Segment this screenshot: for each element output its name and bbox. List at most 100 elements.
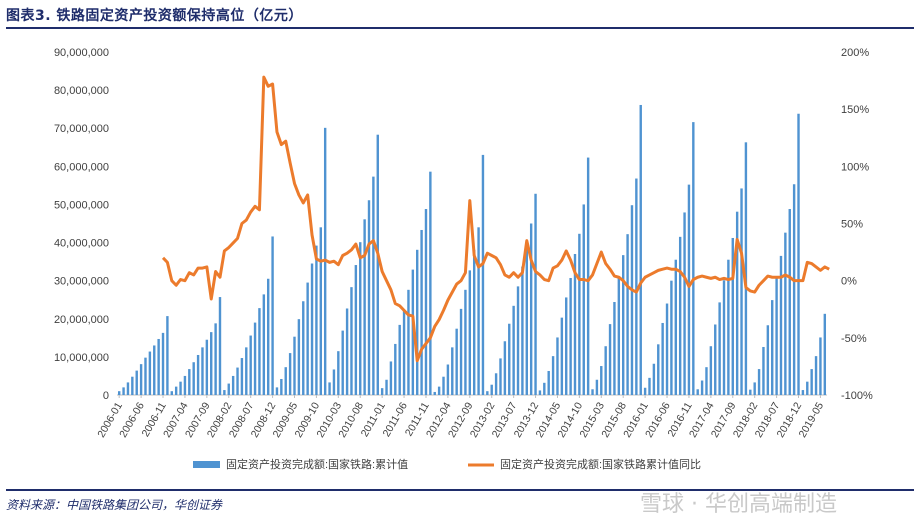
bar [459, 308, 463, 395]
y-left-tick-label: 70,000,000 [54, 123, 109, 135]
bar [144, 357, 147, 395]
bar [591, 389, 594, 395]
bar [551, 356, 555, 395]
bar [788, 209, 791, 395]
bar [753, 382, 756, 395]
y-right-tick-label: 150% [841, 104, 869, 116]
bar [529, 223, 533, 395]
y-left-tick-label: 60,000,000 [54, 161, 109, 173]
bar [442, 376, 445, 395]
bar [367, 200, 371, 395]
bar [722, 280, 726, 395]
bar [481, 154, 485, 395]
y-right-tick-label: 200% [841, 47, 869, 59]
y-left-tick-label: 50,000,000 [54, 199, 109, 211]
bar [249, 335, 252, 395]
bar [779, 255, 783, 395]
bar [674, 259, 677, 395]
bar [512, 305, 515, 395]
y-left-tick-label: 80,000,000 [54, 85, 109, 97]
bar [363, 219, 366, 395]
bar [284, 367, 287, 395]
bar [302, 301, 305, 395]
bar [258, 308, 261, 395]
bar [718, 302, 721, 395]
bar [705, 367, 708, 395]
bar [635, 178, 638, 395]
bar [280, 378, 283, 395]
bar [806, 381, 809, 395]
bar [122, 387, 125, 395]
bar [792, 184, 796, 395]
bar [223, 390, 226, 395]
bar [297, 319, 301, 395]
bar [700, 380, 704, 395]
bar [521, 266, 524, 395]
bar [508, 323, 511, 395]
source-note: 资料来源：中国铁路集团公司，华创证券 [6, 498, 223, 512]
bar [670, 280, 673, 395]
bar [424, 209, 428, 395]
bar [139, 364, 143, 395]
bar [499, 358, 502, 395]
bar [380, 388, 384, 395]
bar [271, 236, 274, 395]
bar [494, 373, 498, 395]
y-right-tick-label: 0% [841, 276, 857, 288]
bar [608, 324, 612, 395]
bar [714, 324, 717, 395]
bar [188, 369, 191, 395]
bar [157, 338, 160, 395]
bar [464, 289, 467, 395]
bar [267, 278, 270, 395]
bar [319, 227, 322, 395]
bar [328, 382, 331, 395]
bar [288, 353, 292, 395]
bar [678, 236, 682, 395]
y-left-tick-label: 0 [103, 390, 109, 402]
y-left-tick-label: 40,000,000 [54, 238, 109, 250]
bar [565, 297, 568, 395]
y-left-tick-label: 30,000,000 [54, 276, 109, 288]
bar [692, 122, 695, 396]
bar [196, 354, 200, 395]
bar [253, 322, 257, 395]
bar [749, 389, 752, 395]
bar [578, 233, 581, 395]
yoy-line [161, 75, 830, 363]
bar [573, 253, 577, 395]
bar [359, 242, 362, 395]
bar [455, 328, 458, 395]
chart-axes [117, 394, 827, 398]
bar [131, 376, 134, 395]
bar [416, 249, 419, 395]
bar [538, 390, 542, 395]
bar [332, 369, 336, 395]
bar [385, 379, 388, 395]
bar [661, 322, 664, 395]
bar [582, 204, 585, 395]
bar [214, 323, 217, 395]
bar [477, 227, 480, 395]
bar [148, 351, 152, 395]
bar [306, 282, 309, 395]
bar [814, 356, 818, 395]
bar [354, 265, 358, 395]
bar [600, 366, 603, 395]
bar [210, 332, 213, 395]
bar [350, 287, 353, 395]
bar [262, 294, 266, 395]
bar [709, 346, 713, 395]
bar [126, 382, 130, 395]
bar [731, 237, 734, 395]
bar [586, 157, 590, 395]
legend-bar-swatch [193, 461, 220, 468]
bar [245, 347, 248, 395]
bar [407, 289, 410, 395]
bar [451, 347, 454, 395]
bar [376, 134, 379, 395]
bar [429, 171, 432, 395]
bar [626, 234, 629, 395]
bar [490, 384, 493, 395]
title-rule [6, 27, 914, 29]
